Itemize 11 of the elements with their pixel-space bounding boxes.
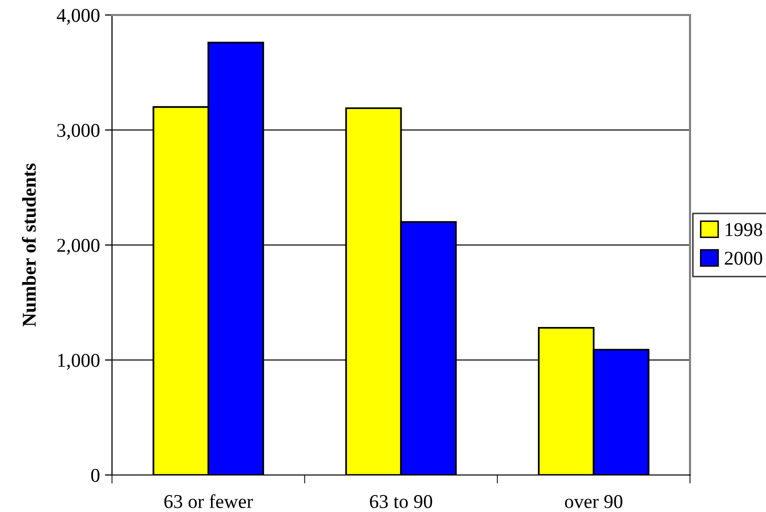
y-tick-label: 2,000 [57, 238, 100, 255]
y-tick-label: 0 [91, 468, 100, 482]
x-tick-label: 63 to 90 [370, 495, 432, 508]
y-axis-title: Number of students [22, 164, 36, 327]
x-tick-label: 63 or fewer [164, 494, 253, 508]
y-tick-label: 1,000 [58, 354, 100, 370]
legend-label: 2000 [724, 252, 762, 265]
legend-label: 1998 [726, 223, 762, 236]
y-tick-label: 4,000 [56, 8, 100, 25]
y-tick-label: 3,000 [57, 124, 100, 140]
x-tick-label: over 90 [564, 495, 622, 508]
